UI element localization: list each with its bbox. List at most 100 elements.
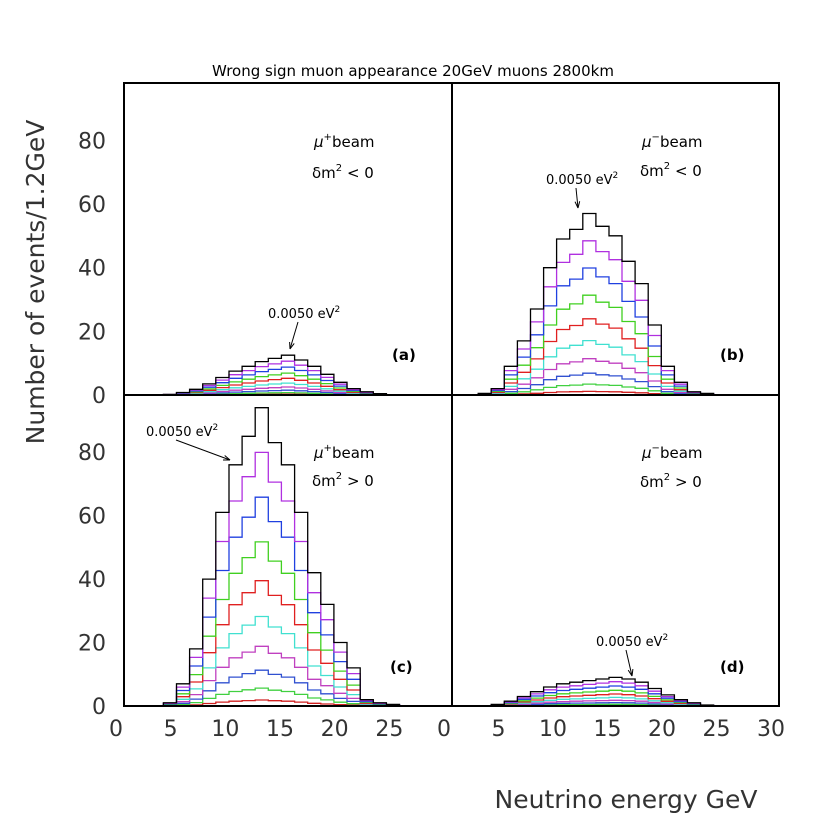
annotation-text: 0.0050 eV <box>596 635 663 650</box>
mu-symbol: μ <box>641 133 652 151</box>
chart-title: Wrong sign muon appearance 20GeV muons 2… <box>212 62 614 80</box>
mu-symbol: μ <box>641 444 652 462</box>
histogram-series-b-3 <box>477 294 715 395</box>
histogram-series-c-5 <box>162 615 401 707</box>
histogram-series-b-7 <box>477 372 715 396</box>
beam-sign: − <box>652 443 660 454</box>
y-tick-label: 60 <box>78 193 106 218</box>
histogram-series-c-0 <box>162 407 401 706</box>
dm-sign: > 0 <box>342 472 374 490</box>
y-axis-label: Number of events/1.2GeV <box>21 120 50 445</box>
dm-sup: 2 <box>664 161 670 172</box>
x-axis-label: Neutrino energy GeV <box>495 785 758 814</box>
annotation-arrowhead-c <box>223 455 231 461</box>
beam-sign: − <box>652 132 660 143</box>
dm2-label-c: δm2 > 0 <box>312 471 374 490</box>
beam-text: beam <box>332 133 375 151</box>
y-tick-label: 40 <box>78 568 106 593</box>
annotation-b: 0.0050 eV2 <box>546 171 618 188</box>
y-tick-label: 0 <box>92 695 106 720</box>
annotation-arrow-b <box>575 187 579 209</box>
x-tick-label: 25 <box>703 717 731 742</box>
dm-symbol: δm <box>312 472 336 490</box>
y-tick-label: 40 <box>78 257 106 282</box>
axes: 0 20 40 60 80 0 20 40 60 80 0 5 10 15 20 25 0 5 10 15 20 25 30 <box>78 129 785 742</box>
x-tick-label: 15 <box>266 717 294 742</box>
annotation-text: 0.0050 eV <box>146 425 213 440</box>
annotation-arrowhead-d <box>627 669 634 677</box>
dm2-label-b: δm2 < 0 <box>640 161 702 180</box>
histogram-series-b-6 <box>477 358 715 396</box>
x-tick-label: 0 <box>109 717 123 742</box>
histogram-series-b-1 <box>477 240 715 395</box>
annotation-arrowhead-b <box>574 201 581 209</box>
annotation-sup: 2 <box>663 633 669 643</box>
dm2-label-a: δm2 < 0 <box>312 163 374 182</box>
panel-letter-d: (d) <box>720 658 744 676</box>
panel-letter-c: (c) <box>390 658 413 676</box>
beam-label-b: μ−beam <box>641 132 703 151</box>
histogram-series-b-5 <box>477 339 715 396</box>
y-tick-label: 0 <box>92 384 106 409</box>
annotation-arrowhead-a <box>289 341 295 350</box>
beam-label-a: μ+beam <box>313 132 375 151</box>
beam-label-c: μ+beam <box>313 443 375 462</box>
dm-symbol: δm <box>312 164 336 182</box>
histogram-series-d-0 <box>477 676 728 707</box>
histogram-series-b-2 <box>477 267 715 395</box>
y-tick-label: 80 <box>78 441 106 466</box>
annotation-a: 0.0050 eV2 <box>268 305 340 322</box>
annotation-sup: 2 <box>213 423 219 433</box>
y-tick-label: 60 <box>78 505 106 530</box>
beam-text: beam <box>660 444 703 462</box>
annotation-text: 0.0050 eV <box>268 307 335 322</box>
annotation-arrow-d <box>625 649 633 677</box>
dm-symbol: δm <box>640 473 664 491</box>
panel-letter-b: (b) <box>720 346 744 364</box>
histogram-series-c-1 <box>162 451 401 706</box>
dm-sign: < 0 <box>670 162 702 180</box>
histogram-series-a-0 <box>162 354 401 396</box>
x-tick-label: 20 <box>321 717 349 742</box>
annotation-sup: 2 <box>613 171 619 181</box>
beam-text: beam <box>332 444 375 462</box>
beam-text: beam <box>660 133 703 151</box>
annotation-sup: 2 <box>335 305 341 315</box>
histogram-series-c-4 <box>162 580 401 706</box>
x-tick-label: 5 <box>492 717 506 742</box>
panel-letter-a: (a) <box>392 346 416 364</box>
mu-symbol: μ <box>313 133 324 151</box>
beam-sign: + <box>324 443 332 454</box>
x-tick-label: 5 <box>164 717 178 742</box>
beam-sign: + <box>324 132 332 143</box>
x-tick-label: 20 <box>648 717 676 742</box>
y-tick-label: 80 <box>78 129 106 154</box>
annotation-text: 0.0050 eV <box>546 173 613 188</box>
x-tick-label: 10 <box>211 717 239 742</box>
y-tick-label: 20 <box>78 632 106 657</box>
dm2-label-d: δm2 > 0 <box>640 472 702 491</box>
x-tick-label: 0 <box>437 717 451 742</box>
x-tick-label: 10 <box>539 717 567 742</box>
annotation-d: 0.0050 eV2 <box>596 633 668 650</box>
annotation-arrow-a <box>289 321 299 350</box>
dm-sup: 2 <box>336 471 342 482</box>
annotation-c: 0.0050 eV2 <box>146 423 218 440</box>
histogram-series-b-0 <box>477 212 715 395</box>
y-tick-label: 20 <box>78 320 106 345</box>
beam-label-d: μ−beam <box>641 443 703 462</box>
mu-symbol: μ <box>313 444 324 462</box>
annotation-arrow-c <box>175 439 231 461</box>
dm-sign: > 0 <box>670 473 702 491</box>
x-tick-label: 25 <box>375 717 403 742</box>
dm-symbol: δm <box>640 162 664 180</box>
dm-sign: < 0 <box>342 164 374 182</box>
dm-sup: 2 <box>664 472 670 483</box>
x-tick-label: 30 <box>757 717 785 742</box>
dm-sup: 2 <box>336 163 342 174</box>
